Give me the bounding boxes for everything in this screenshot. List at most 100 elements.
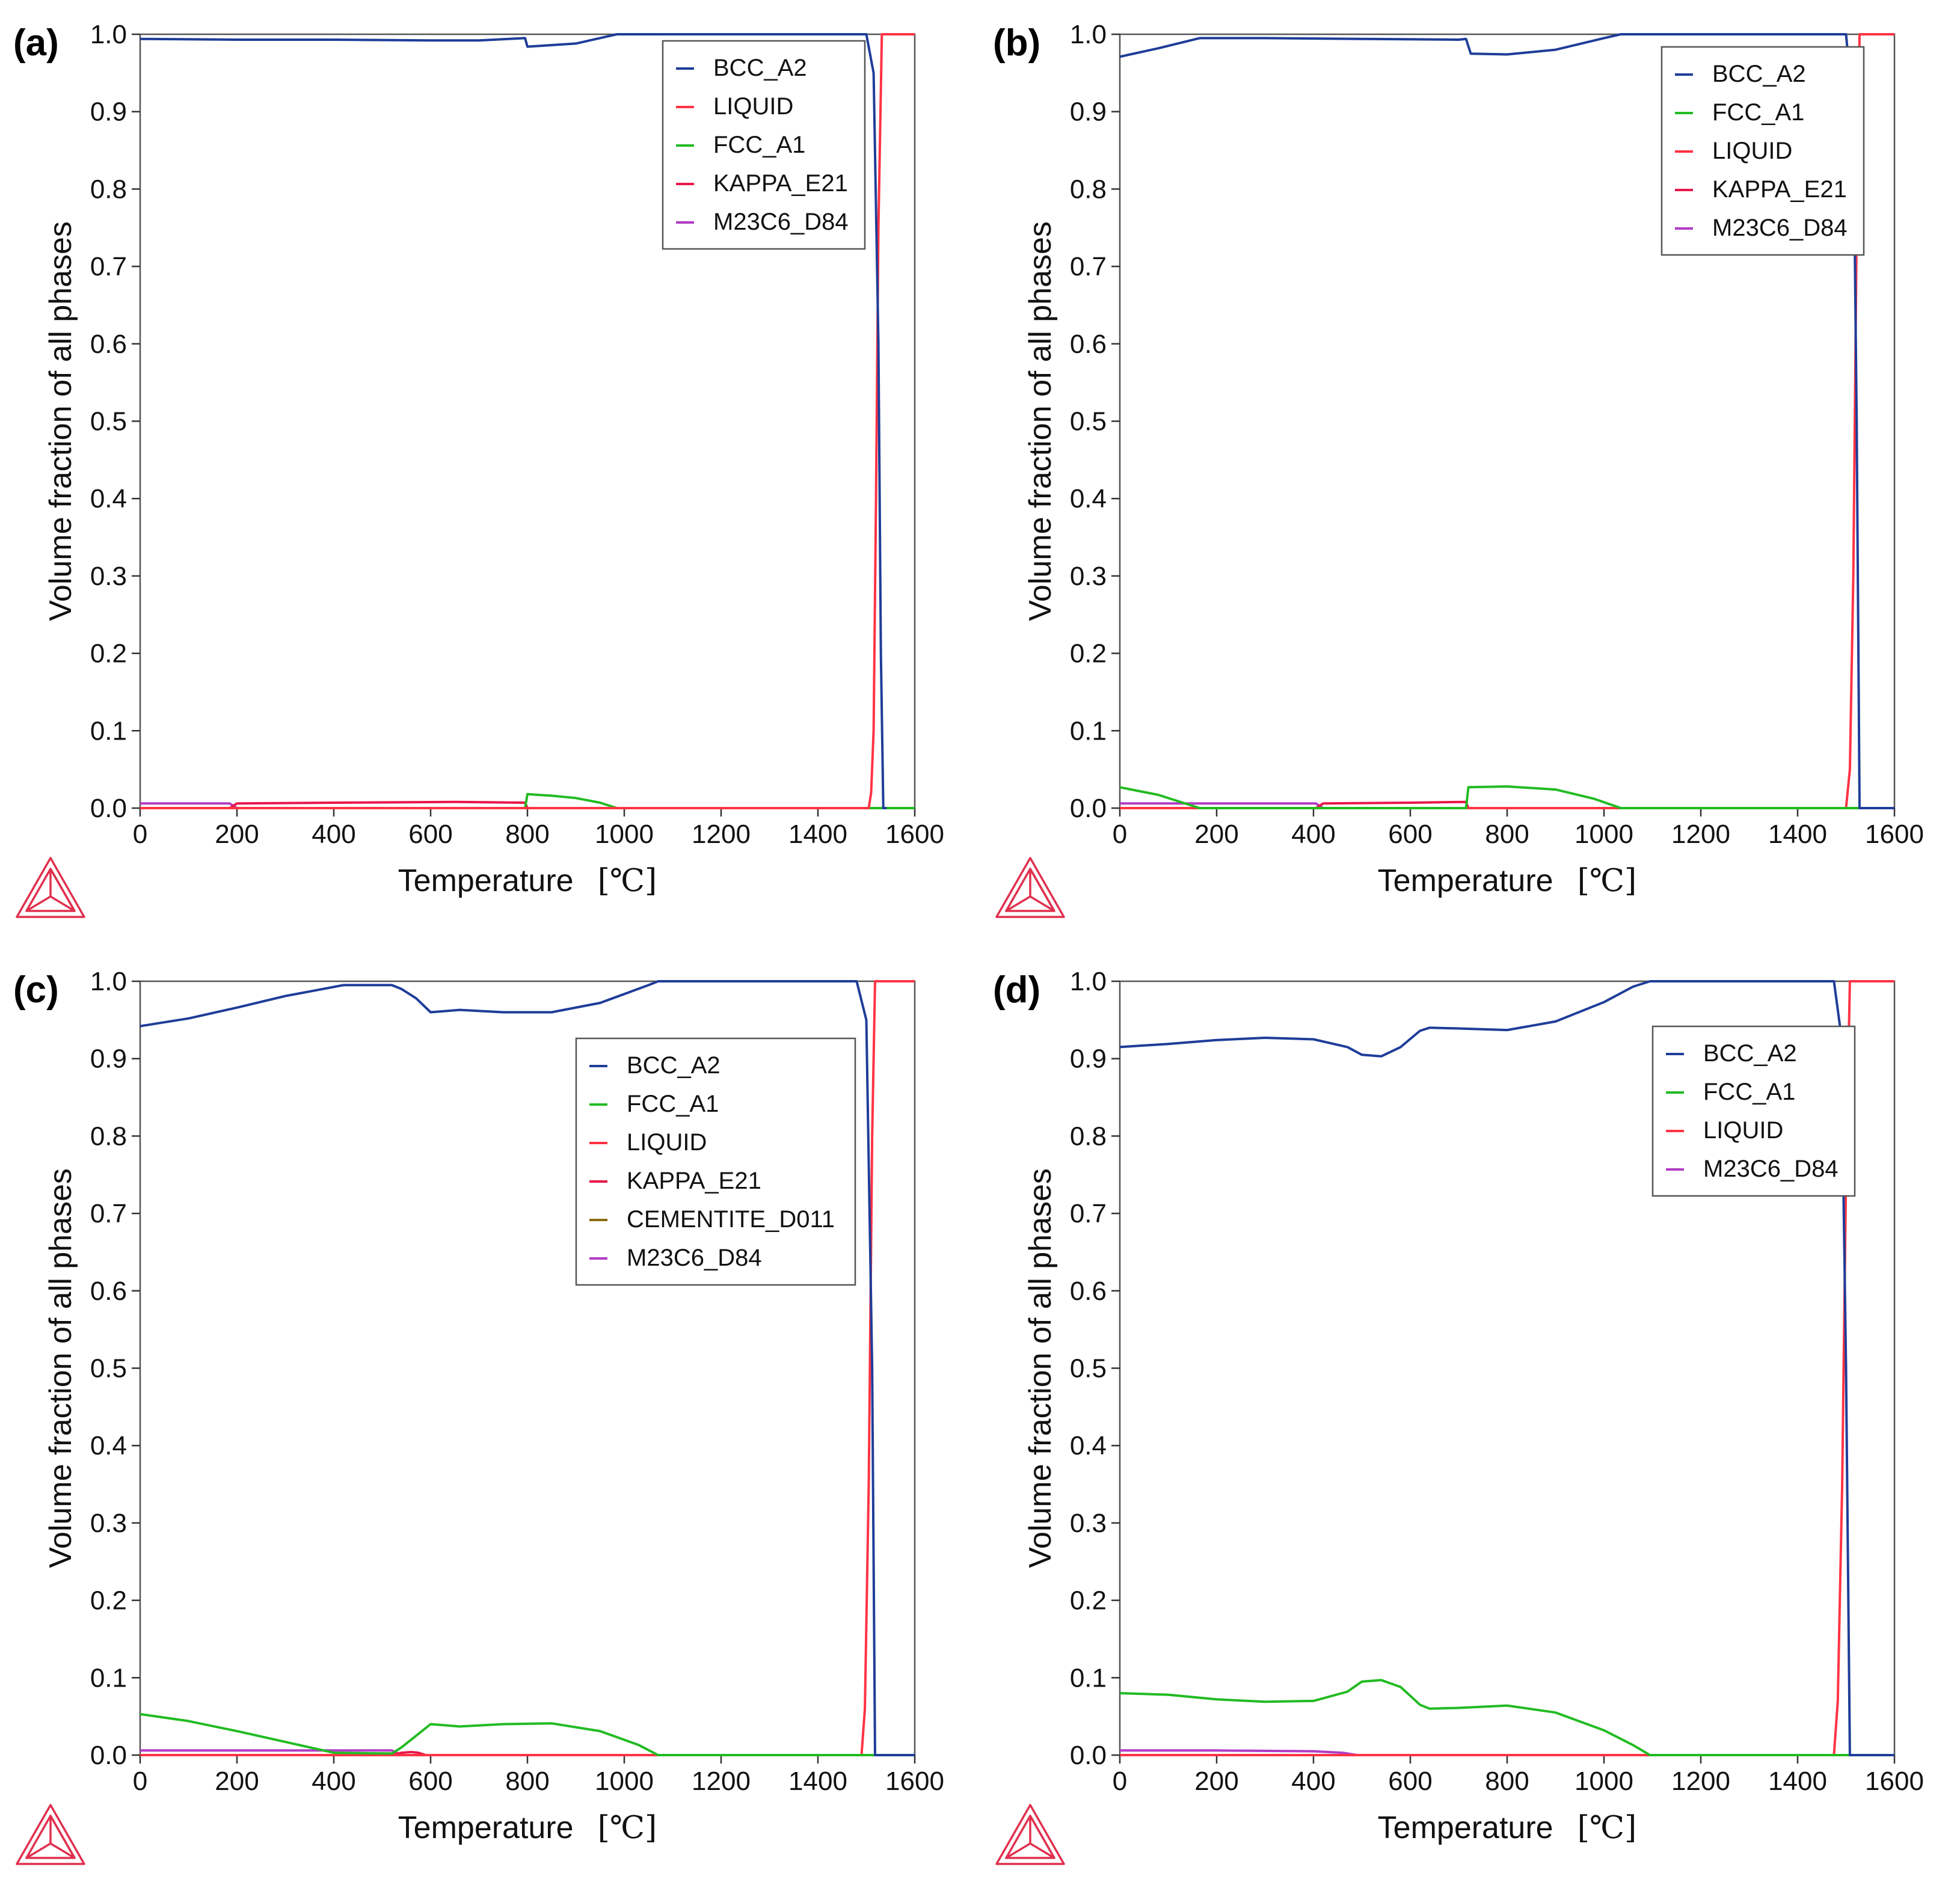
legend-label: FCC_A1 <box>1703 1079 1795 1105</box>
panel-label: (a) <box>13 22 59 64</box>
y-tick-label: 0.3 <box>1070 562 1107 591</box>
y-tick-label: 0.1 <box>1070 1663 1107 1693</box>
legend-label: M23C6_D84 <box>1703 1156 1839 1182</box>
x-tick-label: 600 <box>1388 1767 1432 1796</box>
x-tick-label: 1400 <box>788 820 847 849</box>
legend-label: M23C6_D84 <box>713 209 849 235</box>
x-tick-label: 1400 <box>1768 820 1827 849</box>
x-axis-title: Temperature [℃] <box>1378 1810 1637 1846</box>
triangle-logo-icon <box>16 857 85 918</box>
y-tick-label: 0.0 <box>90 794 127 823</box>
x-axis-unit: [℃] <box>598 863 657 899</box>
legend-box <box>1660 46 1865 256</box>
y-axis-title: Volume fraction of all phases <box>1023 221 1058 621</box>
x-tick-label: 1000 <box>595 820 654 849</box>
series-line-bcc-a2 <box>1120 980 1894 1756</box>
x-axis-label: Temperature <box>1378 863 1553 898</box>
x-tick-label: 400 <box>312 820 355 849</box>
panel-d: (d) 0 200 400 600 800 1000 1200 1400 1600 0.0 0.1 0.… <box>980 947 1959 1894</box>
y-tick-label: 0.0 <box>1070 1741 1107 1770</box>
x-tick-label: 1000 <box>595 1767 654 1796</box>
y-tick-label: 0.6 <box>90 329 127 359</box>
x-tick-label: 1200 <box>692 820 751 849</box>
y-tick-label: 0.9 <box>1070 1044 1107 1074</box>
y-tick-label: 0.0 <box>90 1741 127 1770</box>
y-tick-label: 0.3 <box>90 562 127 591</box>
x-tick-label: 1200 <box>1671 820 1730 849</box>
legend-label: M23C6_D84 <box>1712 215 1848 241</box>
y-tick-label: 0.5 <box>90 1354 127 1384</box>
legend-label: M23C6_D84 <box>627 1245 762 1271</box>
y-tick-label: 0.1 <box>1070 716 1107 746</box>
legend-label: BCC_A2 <box>713 55 807 81</box>
series-line-bcc-a2 <box>140 33 887 809</box>
legend-label: KAPPA_E21 <box>713 170 848 197</box>
y-tick-label: 1.0 <box>90 967 127 996</box>
series-group <box>140 33 915 809</box>
legend-label: CEMENTITE_D011 <box>627 1206 835 1233</box>
x-tick-label: 400 <box>1291 1767 1335 1796</box>
series-group <box>1120 980 1894 1756</box>
x-tick-label: 1600 <box>1865 820 1924 849</box>
y-tick-label: 0.6 <box>1070 329 1107 359</box>
x-tick-label: 200 <box>1194 820 1238 849</box>
x-axis-unit: [℃] <box>1578 1810 1637 1846</box>
legend: BCC_A2 FCC_A1 LIQUID M23C6_D84 <box>1651 1025 1856 1197</box>
y-tick-label: 0.7 <box>1070 252 1107 281</box>
series-line-liquid <box>140 33 915 809</box>
x-axis-unit: [℃] <box>1578 863 1637 899</box>
y-tick-label: 0.8 <box>1070 174 1107 204</box>
y-tick-label: 0.3 <box>90 1509 127 1538</box>
legend-label: BCC_A2 <box>1703 1040 1797 1067</box>
y-tick-label: 0.3 <box>1070 1509 1107 1538</box>
triangle-logo-icon <box>16 1804 85 1865</box>
y-axis-title: Volume fraction of all phases <box>1023 1168 1058 1568</box>
x-axis-label: Temperature <box>398 863 574 898</box>
x-tick-label: 600 <box>408 1767 452 1796</box>
y-tick-label: 0.9 <box>1070 97 1107 127</box>
x-tick-label: 600 <box>408 820 452 849</box>
y-tick-label: 0.4 <box>90 1431 127 1460</box>
x-tick-label: 1400 <box>788 1767 847 1796</box>
y-tick-label: 0.0 <box>1070 794 1107 823</box>
legend-label: KAPPA_E21 <box>1712 176 1847 203</box>
x-tick-label: 800 <box>505 1767 549 1796</box>
y-tick-label: 0.4 <box>1070 1431 1107 1460</box>
legend-label: FCC_A1 <box>713 132 805 158</box>
y-tick-label: 0.2 <box>1070 1586 1107 1616</box>
x-tick-label: 200 <box>1194 1767 1238 1796</box>
y-axis-title: Volume fraction of all phases <box>43 221 78 621</box>
x-axis-label: Temperature <box>1378 1810 1553 1845</box>
y-tick-label: 1.0 <box>1070 20 1107 49</box>
y-tick-label: 0.1 <box>90 716 127 746</box>
x-tick-label: 800 <box>1485 1767 1529 1796</box>
x-tick-label: 400 <box>312 1767 355 1796</box>
y-tick-label: 0.9 <box>90 1044 127 1074</box>
legend-label: LIQUID <box>713 93 793 120</box>
legend: BCC_A2 FCC_A1 LIQUID KAPPA_E21 M23C6_D84 <box>1660 46 1865 256</box>
triangle-logo-icon <box>995 857 1065 918</box>
legend: BCC_A2 LIQUID FCC_A1 KAPPA_E21 M23C6_D84 <box>662 40 866 250</box>
y-tick-label: 0.4 <box>1070 484 1107 513</box>
x-tick-label: 1000 <box>1574 1767 1633 1796</box>
x-tick-label: 600 <box>1388 820 1432 849</box>
y-tick-label: 0.8 <box>90 1121 127 1151</box>
legend-label: FCC_A1 <box>1712 99 1804 126</box>
y-tick-label: 1.0 <box>1070 967 1107 996</box>
chart-svg: (a) 0 200 400 600 800 1000 1200 1400 1600 0.0 0.1 0.… <box>13 20 944 918</box>
x-axis-title: Temperature [℃] <box>398 863 657 899</box>
y-tick-label: 0.8 <box>90 174 127 204</box>
x-axis-title: Temperature [℃] <box>1378 863 1637 899</box>
y-tick-label: 0.5 <box>1070 407 1107 437</box>
x-tick-label: 800 <box>505 820 549 849</box>
panel-c: (c) 0 200 400 600 800 1000 1200 1400 1600 0.0 0.1 0.… <box>0 947 980 1894</box>
x-tick-label: 1200 <box>692 1767 751 1796</box>
legend-box <box>662 40 866 250</box>
y-tick-label: 0.2 <box>90 639 127 669</box>
y-tick-label: 0.9 <box>90 97 127 127</box>
x-tick-label: 0 <box>1113 820 1127 849</box>
x-tick-label: 1600 <box>1865 1767 1924 1796</box>
y-tick-label: 1.0 <box>90 20 127 49</box>
legend-label: LIQUID <box>1703 1117 1783 1144</box>
